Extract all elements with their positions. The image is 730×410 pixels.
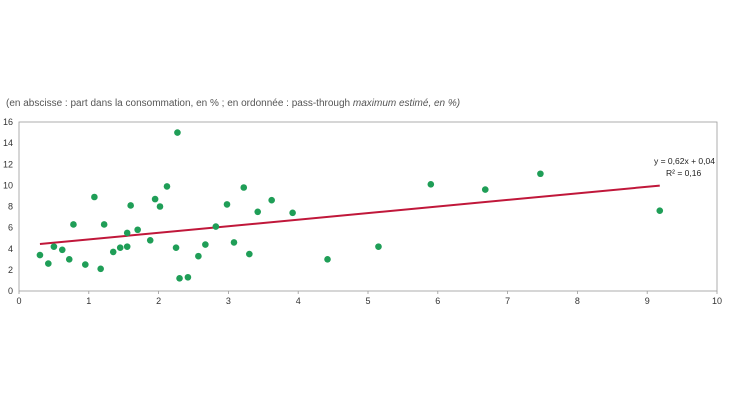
data-point [427, 181, 435, 188]
data-point [100, 221, 108, 228]
data-point [50, 243, 58, 250]
y-tick-label: 10 [3, 180, 13, 190]
data-point [82, 261, 89, 268]
data-point [537, 170, 544, 178]
y-tick-label: 8 [8, 202, 13, 212]
data-point [195, 252, 202, 260]
data-point [58, 246, 66, 254]
y-tick-label: 6 [8, 223, 13, 233]
x-tick-label: 4 [296, 296, 301, 306]
y-tick-label: 4 [8, 244, 13, 254]
data-point [134, 226, 141, 234]
x-tick-label: 7 [505, 296, 510, 306]
data-point [375, 243, 382, 250]
y-axis: 0 2 4 6 8 10 12 14 16 [3, 117, 13, 296]
data-point [174, 129, 181, 136]
x-tick-label: 3 [226, 296, 231, 306]
data-point [127, 202, 134, 209]
x-tick-label: 10 [712, 296, 722, 306]
data-point [163, 183, 171, 190]
data-point [324, 256, 331, 263]
data-point [97, 265, 104, 273]
data-point [184, 273, 192, 281]
data-point [70, 221, 77, 228]
data-point [212, 223, 220, 230]
y-tick-label: 12 [3, 159, 13, 169]
trend-line [39, 184, 660, 245]
data-point [146, 237, 154, 244]
data-point [65, 256, 73, 263]
data-point [123, 243, 131, 250]
x-tick-label: 6 [435, 296, 440, 306]
y-tick-label: 2 [8, 265, 13, 275]
trend-equation: y = 0,62x + 0,04 [654, 156, 715, 166]
trend-r2: R² = 0,16 [666, 168, 701, 178]
x-tick-label: 5 [365, 296, 370, 306]
data-point [91, 193, 98, 201]
x-tick-label: 1 [86, 296, 91, 306]
x-axis: 0 1 2 3 4 5 6 7 8 9 10 [16, 291, 722, 306]
subtitle-part-2: pass-through [291, 98, 351, 109]
data-point [230, 239, 238, 246]
data-point [202, 241, 209, 248]
subtitle-part-3: maximum estimé, en %) [350, 98, 461, 109]
data-point [246, 250, 253, 258]
data-point [123, 229, 131, 237]
x-tick-label: 0 [16, 296, 21, 306]
data-point [116, 244, 124, 251]
y-tick-label: 0 [8, 286, 13, 296]
data-point [289, 209, 296, 217]
data-point [481, 186, 489, 193]
data-point [254, 208, 262, 216]
data-point [223, 201, 231, 208]
data-point [36, 251, 44, 259]
subtitle-part-1: (en abscisse : part dans la consommation… [6, 98, 292, 109]
y-tick-label: 14 [3, 138, 13, 148]
data-point [156, 203, 164, 210]
data-point [151, 195, 159, 203]
data-point [240, 184, 248, 191]
y-tick-label: 16 [3, 117, 13, 127]
data-point [172, 244, 180, 251]
x-tick-label: 9 [645, 296, 650, 306]
x-tick-label: 2 [156, 296, 161, 306]
x-tick-label: 8 [575, 296, 580, 306]
data-point [656, 207, 664, 215]
data-point [109, 248, 117, 256]
plot-frame [18, 121, 718, 292]
data-point [176, 275, 183, 282]
data-point [45, 260, 52, 267]
data-point [268, 196, 275, 204]
data-points [36, 129, 664, 282]
chart-subtitle: (en abscisse : part dans la consommation… [6, 98, 460, 109]
